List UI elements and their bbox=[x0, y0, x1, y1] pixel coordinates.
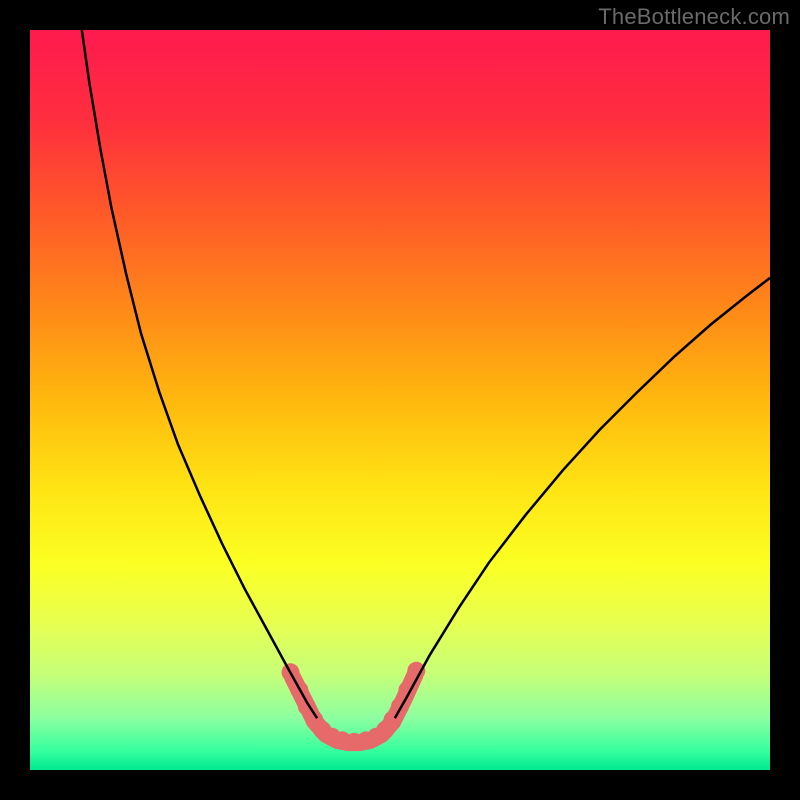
bottleneck-chart bbox=[0, 0, 800, 800]
gradient-background bbox=[30, 30, 770, 770]
chart-root: { "watermark": { "text": "TheBottleneck.… bbox=[0, 0, 800, 800]
